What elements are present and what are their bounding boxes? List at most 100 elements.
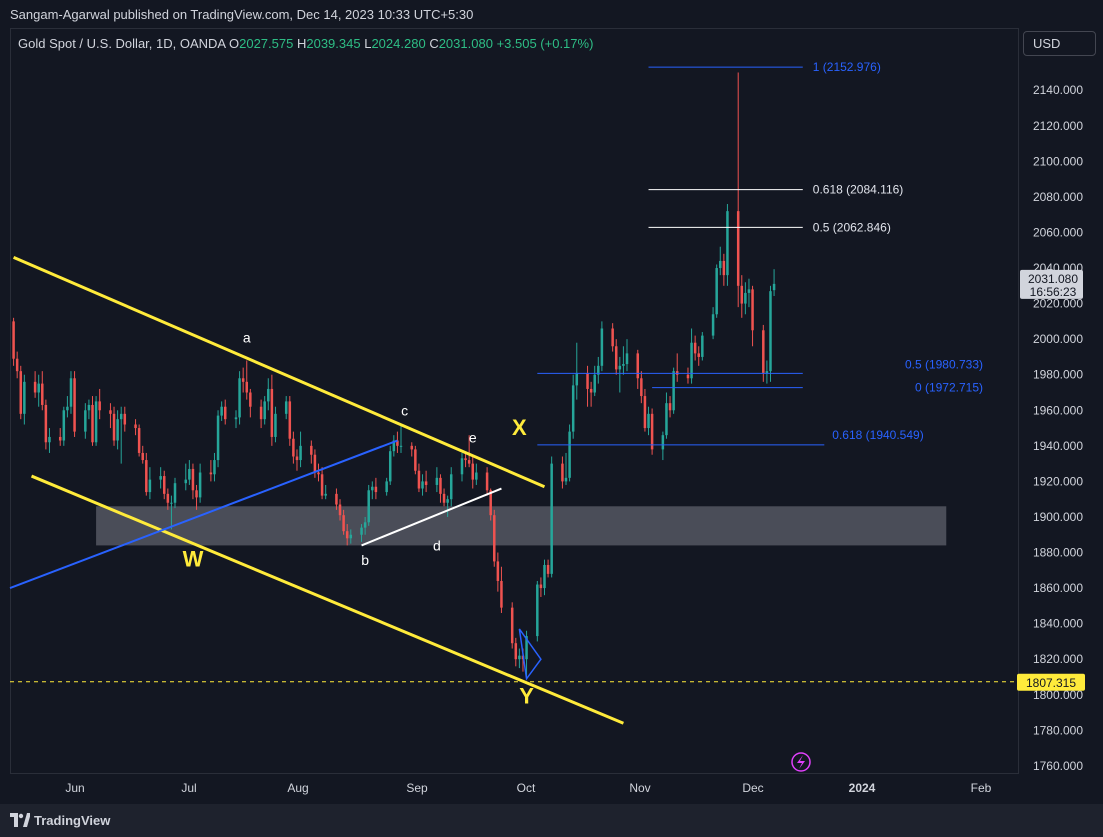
candle-body <box>295 456 299 461</box>
candle-body <box>198 472 202 498</box>
candle-body <box>119 413 123 420</box>
low-value: 2024.280 <box>371 36 426 51</box>
fib-level-label: 0.618 (1940.549) <box>832 428 923 442</box>
candle-body <box>84 410 87 432</box>
white-trendline <box>361 487 502 547</box>
candle-body <box>371 486 374 491</box>
candle-body <box>686 374 690 379</box>
last-price-countdown: 16:56:23 <box>1030 285 1077 299</box>
candle-body <box>112 413 116 441</box>
candle-body <box>765 371 769 373</box>
candle-body <box>539 584 543 589</box>
x-tick-label: Dec <box>742 781 763 795</box>
y-tick-label: 1900.000 <box>1033 510 1083 524</box>
candle-body <box>184 479 188 484</box>
x-tick-label: Oct <box>517 781 536 795</box>
high-value: 2039.345 <box>306 36 361 51</box>
candle-body <box>600 328 604 366</box>
candle-body <box>263 401 266 420</box>
tradingview-brand: TradingView <box>34 813 111 828</box>
candle-body <box>711 314 715 336</box>
candle-body <box>91 404 94 443</box>
candle-body <box>697 353 700 357</box>
candle-body <box>123 413 127 425</box>
candle-body <box>349 534 353 539</box>
y-tick-label: 2020.000 <box>1033 297 1083 311</box>
tradingview-logo-icon <box>10 813 30 827</box>
candle-body <box>467 460 471 464</box>
candle-body <box>668 403 672 411</box>
y-tick-label: 1920.000 <box>1033 474 1083 488</box>
publish-header: Sangam-Agarwal published on TradingView.… <box>0 0 1103 28</box>
fib-level-label: 0.618 (2084.116) <box>813 183 904 197</box>
candle-body <box>726 211 729 276</box>
candle-body <box>44 404 48 443</box>
candle-body <box>173 483 177 503</box>
candle-body <box>518 655 521 660</box>
candle-body <box>736 211 740 286</box>
candle-body <box>109 410 112 414</box>
candle-body <box>58 436 62 441</box>
candle-body <box>424 481 428 485</box>
candle-body <box>191 468 195 491</box>
candle-body <box>622 364 625 366</box>
candle-body <box>747 289 751 293</box>
candle-body <box>751 289 754 331</box>
candle-body <box>363 522 367 528</box>
y-tick-label: 2120.000 <box>1033 119 1083 133</box>
candle-body <box>446 499 449 503</box>
candle-body <box>367 490 370 523</box>
symbol-legend: Gold Spot / U.S. Dollar, 1D, OANDA O2027… <box>18 36 593 51</box>
level-price-tag <box>1017 673 1085 691</box>
candle-body <box>597 365 600 375</box>
candle-body <box>496 561 500 581</box>
candle-body <box>417 470 421 489</box>
publisher-text: Sangam-Agarwal published on TradingView.… <box>10 7 474 22</box>
candle-body <box>525 636 528 660</box>
candle-body <box>435 477 439 485</box>
candle-body <box>134 424 137 429</box>
candle-body <box>475 472 478 480</box>
candle-body <box>536 584 539 637</box>
y-tick-label: 1820.000 <box>1033 652 1083 666</box>
candle-body <box>485 472 489 491</box>
fib-level-label: 1 (2152.976) <box>813 60 881 74</box>
candle-body <box>98 401 101 411</box>
candle-body <box>571 385 575 432</box>
candle-body <box>48 436 51 443</box>
candle-body <box>471 463 475 480</box>
wave-label: d <box>433 538 441 554</box>
y-tick-label: 1980.000 <box>1033 368 1083 382</box>
candle-body <box>234 417 238 420</box>
candle-body <box>238 378 241 418</box>
candle-body <box>317 472 320 475</box>
candle-body <box>19 371 23 414</box>
candle-body <box>195 490 198 498</box>
wave-label: X <box>512 415 527 440</box>
candle-body <box>693 342 697 354</box>
candle-body <box>636 353 640 379</box>
candle-body <box>310 445 313 455</box>
candle-body <box>66 406 69 411</box>
candle-body <box>396 440 399 446</box>
y-tick-label: 2000.000 <box>1033 332 1083 346</box>
candle-body <box>399 445 403 447</box>
y-tick-label: 2100.000 <box>1033 154 1083 168</box>
y-tick-label: 1860.000 <box>1033 581 1083 595</box>
candle-body <box>546 564 550 574</box>
x-tick-label: Feb <box>971 781 992 795</box>
candle-body <box>661 435 665 450</box>
candle-body <box>722 260 726 276</box>
currency-button[interactable]: USD <box>1023 31 1096 56</box>
candle-body <box>141 452 144 461</box>
small-triangle <box>518 628 542 681</box>
y-tick-label: 1880.000 <box>1033 546 1083 560</box>
candle-body <box>342 515 345 532</box>
change-value: +3.505 (+0.17%) <box>496 36 594 51</box>
candle-body <box>719 260 722 269</box>
candle-body <box>170 502 173 504</box>
candle-body <box>87 404 91 411</box>
candle-body <box>23 381 26 414</box>
candle-body <box>137 428 141 453</box>
